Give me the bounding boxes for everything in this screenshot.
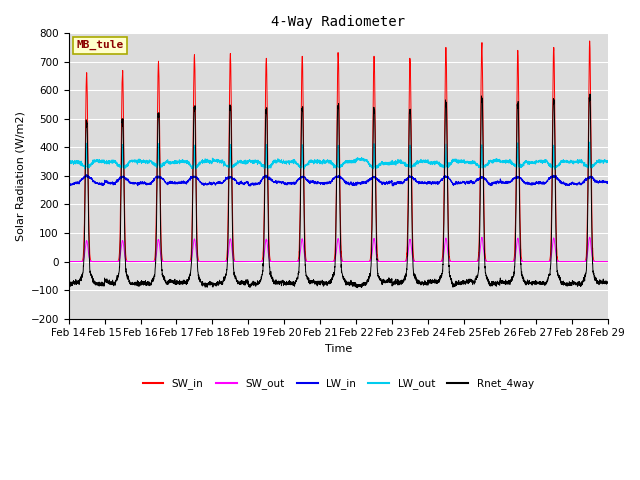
Legend: SW_in, SW_out, LW_in, LW_out, Rnet_4way: SW_in, SW_out, LW_in, LW_out, Rnet_4way xyxy=(138,374,538,394)
LW_in xyxy=(246,183,254,189)
LW_in xyxy=(604,180,611,186)
SW_in xyxy=(604,259,611,264)
LW_in xyxy=(604,180,611,185)
Rnet_4way xyxy=(490,281,497,287)
SW_in xyxy=(603,259,611,264)
LW_out xyxy=(459,158,467,164)
Rnet_4way xyxy=(604,281,611,287)
LW_out xyxy=(551,167,559,172)
SW_in xyxy=(459,259,467,264)
LW_out xyxy=(65,159,72,165)
SW_out xyxy=(490,259,497,264)
Rnet_4way xyxy=(162,279,170,285)
Rnet_4way xyxy=(604,279,611,285)
Y-axis label: Solar Radiation (W/m2): Solar Radiation (W/m2) xyxy=(15,111,25,241)
Rnet_4way xyxy=(318,279,326,285)
Line: SW_in: SW_in xyxy=(68,41,607,262)
Rnet_4way xyxy=(353,285,361,290)
SW_in xyxy=(490,259,497,264)
Line: LW_in: LW_in xyxy=(68,175,607,186)
LW_out xyxy=(604,159,611,165)
LW_out xyxy=(429,160,436,166)
SW_out xyxy=(318,259,326,264)
LW_out xyxy=(490,158,497,164)
SW_out xyxy=(65,259,72,264)
LW_in xyxy=(83,172,91,178)
SW_in xyxy=(162,259,170,264)
Rnet_4way xyxy=(429,279,437,285)
LW_out xyxy=(318,159,326,165)
Rnet_4way xyxy=(459,277,467,283)
SW_out xyxy=(586,234,593,240)
Rnet_4way xyxy=(586,91,594,97)
LW_out xyxy=(604,158,611,164)
SW_in xyxy=(65,259,72,264)
Text: MB_tule: MB_tule xyxy=(77,40,124,50)
LW_in xyxy=(162,180,170,186)
SW_in xyxy=(318,259,326,264)
LW_out xyxy=(162,159,170,165)
Title: 4-Way Radiometer: 4-Way Radiometer xyxy=(271,15,405,29)
SW_in xyxy=(586,38,593,44)
SW_in xyxy=(429,259,436,264)
SW_out xyxy=(603,259,611,264)
LW_in xyxy=(490,180,497,185)
LW_out xyxy=(586,139,593,145)
Rnet_4way xyxy=(65,281,72,287)
X-axis label: Time: Time xyxy=(324,344,352,354)
LW_in xyxy=(459,180,467,185)
LW_in xyxy=(318,180,326,186)
SW_out xyxy=(162,259,170,264)
SW_out xyxy=(459,259,467,264)
Line: Rnet_4way: Rnet_4way xyxy=(68,94,607,288)
LW_in xyxy=(429,180,437,185)
Line: LW_out: LW_out xyxy=(68,142,607,169)
LW_in xyxy=(65,182,72,188)
SW_out xyxy=(429,259,436,264)
Line: SW_out: SW_out xyxy=(68,237,607,262)
SW_out xyxy=(604,259,611,264)
